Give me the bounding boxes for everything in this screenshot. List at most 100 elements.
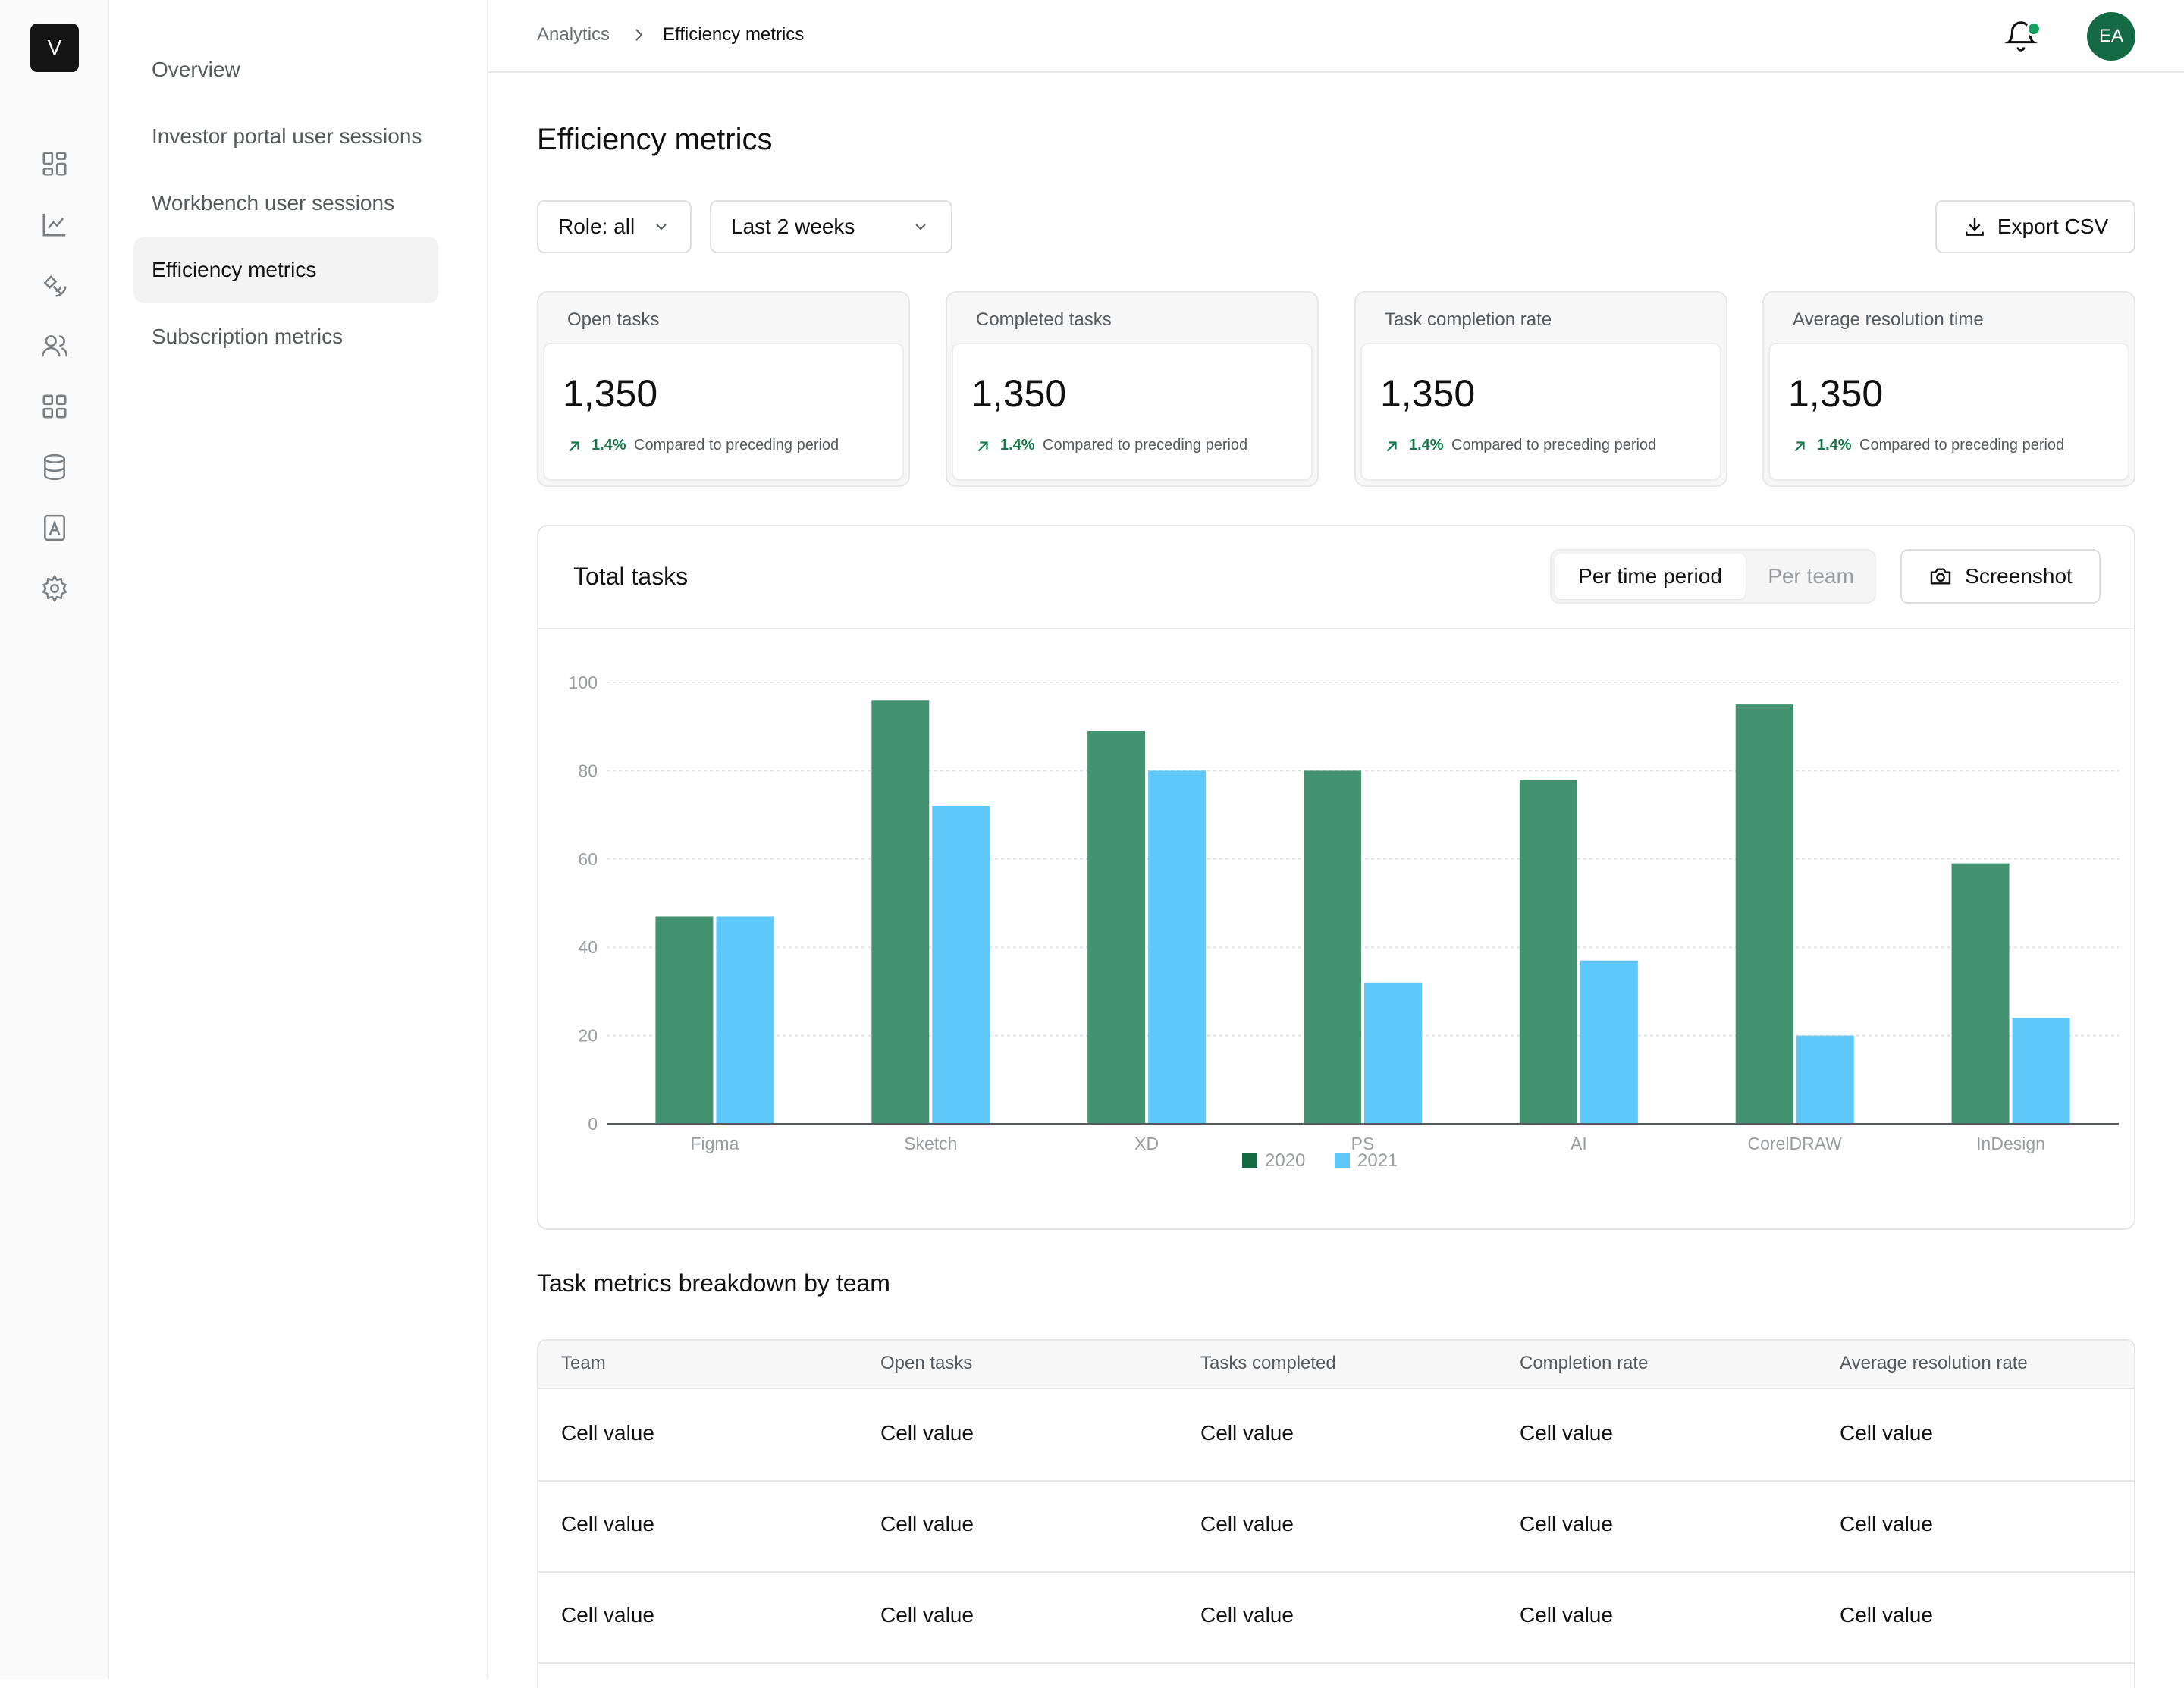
bar — [2012, 1018, 2070, 1124]
toggle-per-team[interactable]: Per team — [1768, 564, 1854, 588]
column-header[interactable]: Open tasks — [880, 1353, 973, 1373]
table-row[interactable]: Cell value Cell value Cell value Cell va… — [538, 1480, 2134, 1573]
app-logo[interactable]: V — [30, 24, 79, 72]
trend-up-icon — [1383, 438, 1400, 455]
column-header[interactable]: Team — [561, 1353, 606, 1373]
breadcrumb-current: Efficiency metrics — [663, 24, 805, 45]
apps-icon[interactable] — [40, 392, 69, 421]
kpi-label: Average resolution time — [1793, 309, 1984, 330]
page-title: Efficiency metrics — [537, 123, 773, 156]
bar — [871, 700, 930, 1124]
bar — [1364, 982, 1422, 1124]
kpi-label: Task completion rate — [1385, 309, 1552, 330]
table-cell: Cell value — [561, 1512, 654, 1536]
trend-up-icon — [974, 438, 991, 455]
kpi-card-completion-rate: Task completion rate 1,350 1.4% Compared… — [1354, 291, 1727, 487]
period-filter-select[interactable]: Last 2 weeks — [710, 200, 952, 253]
bar — [655, 916, 714, 1124]
table-cell: Cell value — [561, 1603, 654, 1627]
total-tasks-bar-chart: 0 20 40 60 80 100 Figma Sketch XD PS AI CorelDRAW In… — [569, 673, 2119, 1171]
bar — [1148, 770, 1207, 1124]
top-bar: Analytics Efficiency metrics EA — [488, 0, 2184, 73]
main-content: Efficiency metrics Role: all Last 2 week… — [488, 73, 2184, 1688]
database-icon[interactable] — [40, 453, 69, 482]
chart-line-icon[interactable] — [40, 210, 69, 239]
column-header[interactable]: Completion rate — [1520, 1353, 1649, 1373]
x-tick-label: Sketch — [904, 1134, 957, 1153]
role-filter-select[interactable]: Role: all — [537, 200, 692, 253]
bar — [1304, 770, 1361, 1124]
kpi-delta: 1.4% — [1409, 437, 1444, 453]
table-cell: Cell value — [1840, 1512, 1933, 1536]
subnav-item-investor-portal-sessions[interactable]: Investor portal user sessions — [152, 124, 422, 148]
subnav-item-overview[interactable]: Overview — [152, 58, 240, 81]
team-breakdown-table: Team Open tasks Tasks completed Completi… — [537, 1339, 2135, 1688]
toggle-per-time-period[interactable]: Per time period — [1555, 554, 1746, 599]
export-csv-button[interactable]: Export CSV — [1935, 200, 2135, 253]
kpi-value: 1,350 — [1380, 372, 1476, 415]
chart-view-toggle: Per time period Per team — [1550, 549, 1876, 604]
avatar[interactable]: EA — [2087, 12, 2135, 61]
y-tick-label: 0 — [588, 1114, 598, 1134]
kpi-card-open-tasks: Open tasks 1,350 1.4% Compared to preced… — [537, 291, 910, 487]
x-tick-label: AI — [1571, 1134, 1587, 1153]
subnav-item-subscription-metrics[interactable]: Subscription metrics — [152, 325, 344, 348]
y-tick-label: 80 — [578, 761, 598, 780]
kpi-value: 1,350 — [1788, 372, 1884, 415]
kpi-note: Compared to preceding period — [1859, 437, 2065, 453]
y-tick-label: 60 — [578, 849, 598, 869]
kpi-note: Compared to preceding period — [634, 437, 839, 453]
x-tick-label: InDesign — [1976, 1134, 2045, 1153]
bar — [1087, 731, 1146, 1124]
bar — [1796, 1035, 1854, 1124]
satellite-icon[interactable] — [40, 271, 69, 300]
y-tick-label: 20 — [578, 1026, 598, 1046]
users-icon[interactable] — [40, 331, 69, 360]
subnav-item-workbench-sessions[interactable]: Workbench user sessions — [152, 191, 395, 215]
table-cell: Cell value — [880, 1603, 974, 1627]
bar — [1519, 780, 1577, 1124]
camera-icon — [1928, 564, 1953, 588]
column-header[interactable]: Tasks completed — [1200, 1353, 1336, 1373]
table-row[interactable]: Cell value Cell value Cell value Cell va… — [538, 1571, 2134, 1664]
bar — [1951, 863, 2010, 1124]
kpi-delta: 1.4% — [1817, 437, 1852, 453]
y-tick-label: 100 — [569, 673, 598, 692]
table-row[interactable]: Cell value Cell value Cell value Cell va… — [538, 1389, 2134, 1482]
table-cell: Cell value — [880, 1512, 974, 1536]
x-tick-label: XD — [1134, 1134, 1159, 1153]
y-tick-label: 40 — [578, 937, 598, 957]
kpi-value: 1,350 — [971, 372, 1067, 415]
breadcrumb-analytics[interactable]: Analytics — [537, 24, 610, 45]
subnav-item-efficiency-metrics[interactable]: Efficiency metrics — [133, 237, 438, 303]
contact-book-icon[interactable] — [40, 513, 69, 542]
notification-dot — [2026, 21, 2041, 36]
table-cell: Cell value — [1200, 1512, 1294, 1536]
legend-label: 2020 — [1265, 1150, 1305, 1171]
kpi-delta: 1.4% — [1000, 437, 1035, 453]
bell-icon[interactable] — [2004, 18, 2038, 53]
legend-swatch — [1242, 1153, 1257, 1168]
x-tick-label: PS — [1351, 1134, 1375, 1153]
trend-up-icon — [1791, 438, 1808, 455]
table-cell: Cell value — [1200, 1421, 1294, 1445]
table-cell: Cell value — [880, 1421, 974, 1445]
chart-title: Total tasks — [573, 563, 689, 590]
x-tick-label: CorelDRAW — [1748, 1134, 1843, 1153]
screenshot-button[interactable]: Screenshot — [1900, 549, 2101, 604]
chevron-down-icon — [652, 218, 670, 236]
table-cell: Cell value — [1520, 1421, 1613, 1445]
kpi-label: Completed tasks — [976, 309, 1112, 330]
table-title: Task metrics breakdown by team — [537, 1269, 890, 1297]
grid-icon[interactable] — [40, 149, 69, 178]
chevron-down-icon — [912, 218, 930, 236]
download-icon — [1963, 215, 1987, 239]
chart-card-header: Total tasks Per time period Per team Scr… — [538, 526, 2134, 629]
gear-icon[interactable] — [40, 574, 69, 603]
bar — [932, 805, 990, 1124]
table-cell: Cell value — [1840, 1603, 1933, 1627]
chevron-right-icon — [629, 26, 648, 44]
column-header[interactable]: Average resolution rate — [1840, 1353, 2028, 1373]
table-cell: Cell value — [1520, 1603, 1613, 1627]
table-cell: Cell value — [1520, 1512, 1613, 1536]
